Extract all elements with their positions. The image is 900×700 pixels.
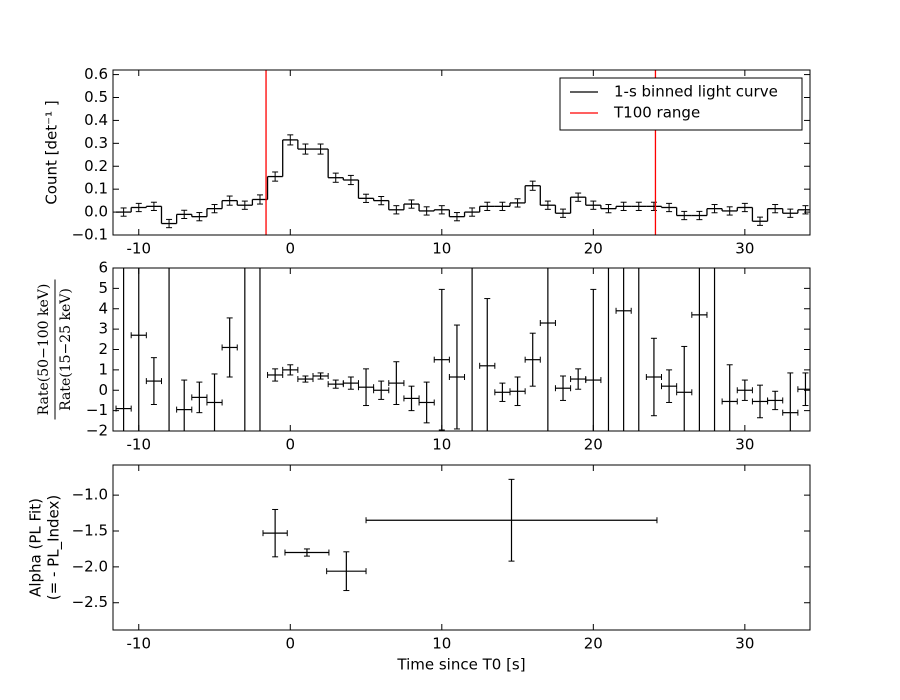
y-tick-label: 0.4 xyxy=(84,111,108,129)
x-tick-label: 0 xyxy=(286,240,296,258)
y-tick-label: 0.2 xyxy=(84,157,108,175)
y-axis-label: Count [det⁻¹ ] xyxy=(43,100,61,204)
x-tick-label: 0 xyxy=(286,436,296,454)
y-axis-label: Rate(50−100 keV) Rate(15−25 keV) xyxy=(36,279,74,420)
x-tick-label: 0 xyxy=(286,635,296,653)
y-tick-label: 3 xyxy=(98,320,108,338)
x-tick-label: 30 xyxy=(735,240,754,258)
y-tick-label: 0.0 xyxy=(84,203,108,221)
x-tick-label: 10 xyxy=(432,240,451,258)
y-tick-label: 0.1 xyxy=(84,180,108,198)
y-tick-label: −1.5 xyxy=(72,522,108,540)
x-tick-label: -10 xyxy=(127,240,152,258)
x-tick-label: 20 xyxy=(584,240,603,258)
y-tick-label: −2 xyxy=(86,422,108,440)
plot-area xyxy=(262,478,658,592)
x-tick-label: 30 xyxy=(735,635,754,653)
y-tick-label: 0 xyxy=(98,381,108,399)
y-tick-label: 0.6 xyxy=(84,65,108,83)
plot-area xyxy=(116,70,810,235)
y-tick-label: −2.5 xyxy=(72,593,108,611)
legend: 1-s binned light curve T100 range xyxy=(559,77,803,131)
y-label-line: Alpha (PL Fit) xyxy=(27,498,45,597)
x-tick-label: 30 xyxy=(735,436,754,454)
y-tick-label: 5 xyxy=(98,279,108,297)
axes-frame xyxy=(112,267,811,432)
y-tick-label: 1 xyxy=(98,360,108,378)
y-label-numerator: Rate(50−100 keV) xyxy=(36,284,52,416)
y-tick-label: −1.0 xyxy=(72,486,108,504)
y-tick-label: 2 xyxy=(98,340,108,358)
legend-label: T100 range xyxy=(613,104,700,122)
y-tick-label: 0.5 xyxy=(84,88,108,106)
y-tick-label: −1 xyxy=(86,401,108,419)
y-tick-label: 4 xyxy=(98,299,108,317)
y-axis-label: Alpha (PL Fit) (= - PL_Index) xyxy=(27,495,64,600)
y-tick-label: −0.1 xyxy=(72,226,108,244)
y-label-denominator: Rate(15−25 keV) xyxy=(58,288,74,411)
axes-frame xyxy=(112,69,811,236)
x-tick-label: 10 xyxy=(432,436,451,454)
x-tick-label: 20 xyxy=(584,635,603,653)
x-tick-label: 10 xyxy=(432,635,451,653)
x-axis-label: Time since T0 [s] xyxy=(396,656,525,674)
axes-frame xyxy=(112,464,811,631)
panel: -10 0 10 20 30 −2.5 −2.0 −1.5 −1.0 Alpha (PL Fit)… xyxy=(27,464,811,674)
plot-area xyxy=(115,268,810,431)
x-tick-label: 20 xyxy=(584,436,603,454)
legend-label: 1-s binned light curve xyxy=(614,83,778,101)
x-tick-label: -10 xyxy=(127,436,152,454)
legend-box xyxy=(559,77,803,131)
panel: -10 0 10 20 30 −0.1 0.0 0.1 0.2 0.3 0.4 0.5 0.6 Count… xyxy=(43,65,811,258)
y-tick-label: 6 xyxy=(98,259,108,277)
x-tick-label: -10 xyxy=(127,635,152,653)
y-tick-label: 0.3 xyxy=(84,134,108,152)
y-label-line: (= - PL_Index) xyxy=(45,495,64,600)
y-tick-label: −2.0 xyxy=(72,557,108,575)
